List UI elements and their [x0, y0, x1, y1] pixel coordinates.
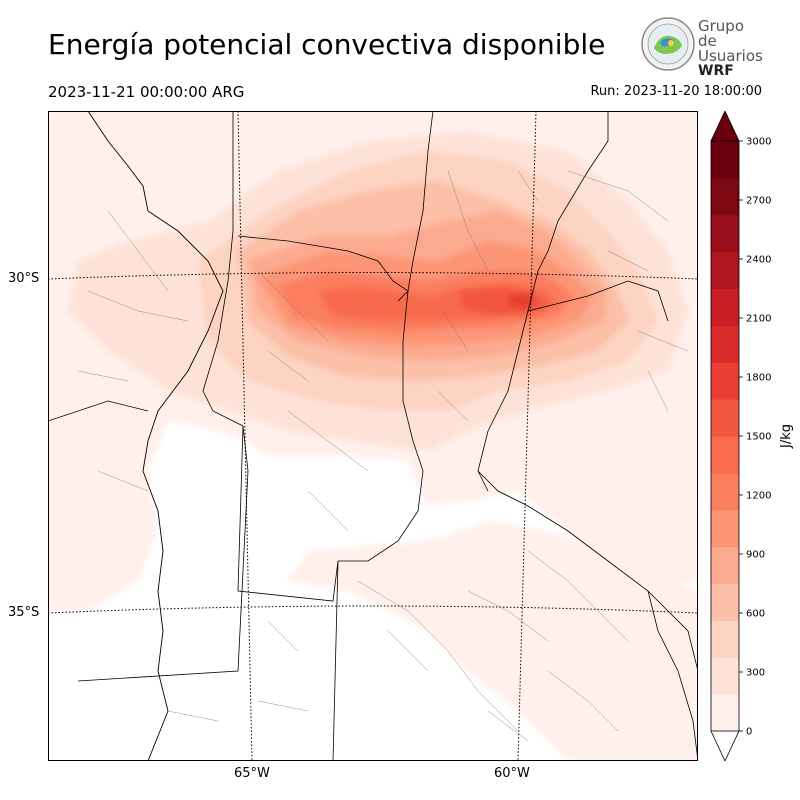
lon-label-65: 65°W [234, 766, 270, 781]
colorbar-tick-label: 1800 [746, 373, 771, 384]
cape-field [48, 111, 698, 761]
lat-label-35: 35°S [8, 605, 40, 620]
colorbar-tick-label: 300 [746, 668, 765, 679]
colorbar-tick-label: 1200 [746, 491, 771, 502]
run-time: Run: 2023-11-20 18:00:00 [590, 84, 762, 99]
colorbar-segment [711, 325, 739, 363]
map-frame [48, 111, 698, 761]
province-border-5 [527, 280, 669, 322]
province-border-4 [433, 111, 609, 492]
uruguay-coast [477, 470, 698, 672]
colorbar-segment [711, 509, 739, 548]
colorbar-tick-label: 3000 [746, 137, 771, 148]
colorbar-segment [711, 288, 739, 326]
colorbar-segment [711, 546, 739, 584]
colorbar-tick-label: 0 [746, 727, 752, 738]
province-border-1 [202, 111, 244, 427]
colorbar-extend-max [710, 111, 740, 142]
graticule [48, 111, 698, 761]
graticule-lat-30 [48, 272, 698, 280]
chile-border [87, 111, 224, 761]
colorbar-segment [711, 177, 739, 216]
colorbar-extend-min [710, 730, 740, 761]
colorbar-tick-label: 2100 [746, 314, 771, 325]
colorbar-tick-label: 2700 [746, 196, 771, 207]
wrf-logo: Grupo de Usuarios WRF [640, 16, 763, 79]
province-border-3 [338, 111, 434, 562]
logo-line-3: WRF [698, 63, 734, 79]
lon-label-60: 60°W [494, 766, 530, 781]
colorbar-segment [711, 214, 739, 253]
colorbar-segment [711, 399, 739, 437]
colorbar-segment [711, 657, 739, 695]
colorbar-segment [711, 694, 739, 732]
province-border-7 [237, 425, 339, 761]
logo-line-2: Usuarios [698, 47, 763, 65]
colorbar: 0 300 600 900 1200 1500 1800 2100 2400 2700 3000 J/… [710, 111, 794, 761]
atlantic-coast [647, 590, 698, 761]
colorbar-tick-label: 600 [746, 609, 765, 620]
colorbar-tick-label: 2400 [746, 255, 771, 266]
graticule-lat-35 [48, 605, 698, 614]
logo-text: Grupo de Usuarios WRF [698, 19, 763, 79]
lat-label-30: 30°S [8, 271, 40, 286]
colorbar-tick-label: 900 [746, 550, 765, 561]
cape-contour-0b [288, 521, 698, 761]
cape-contour-9 [508, 293, 536, 309]
colorbar-segment [711, 472, 739, 511]
valid-time: 2023-11-21 00:00:00 ARG [48, 83, 245, 101]
map-title: Energía potencial convectiva disponible [48, 28, 606, 61]
political-boundaries [48, 111, 698, 761]
wrf-logo-icon [641, 17, 695, 71]
colorbar-segment [711, 436, 739, 474]
province-border-6 [77, 425, 249, 682]
department-lines [77, 170, 689, 742]
logo-line-1: Grupo de [698, 17, 744, 50]
province-border-8 [48, 400, 149, 422]
cape-map [48, 111, 698, 761]
colorbar-label: J/kg [779, 424, 794, 449]
colorbar-segment [711, 583, 739, 621]
colorbar-segment [711, 362, 739, 400]
colorbar-segment [711, 141, 739, 179]
colorbar-segment [711, 620, 739, 658]
colorbar-segment [711, 251, 739, 289]
colorbar-tick-label: 1500 [746, 432, 771, 443]
